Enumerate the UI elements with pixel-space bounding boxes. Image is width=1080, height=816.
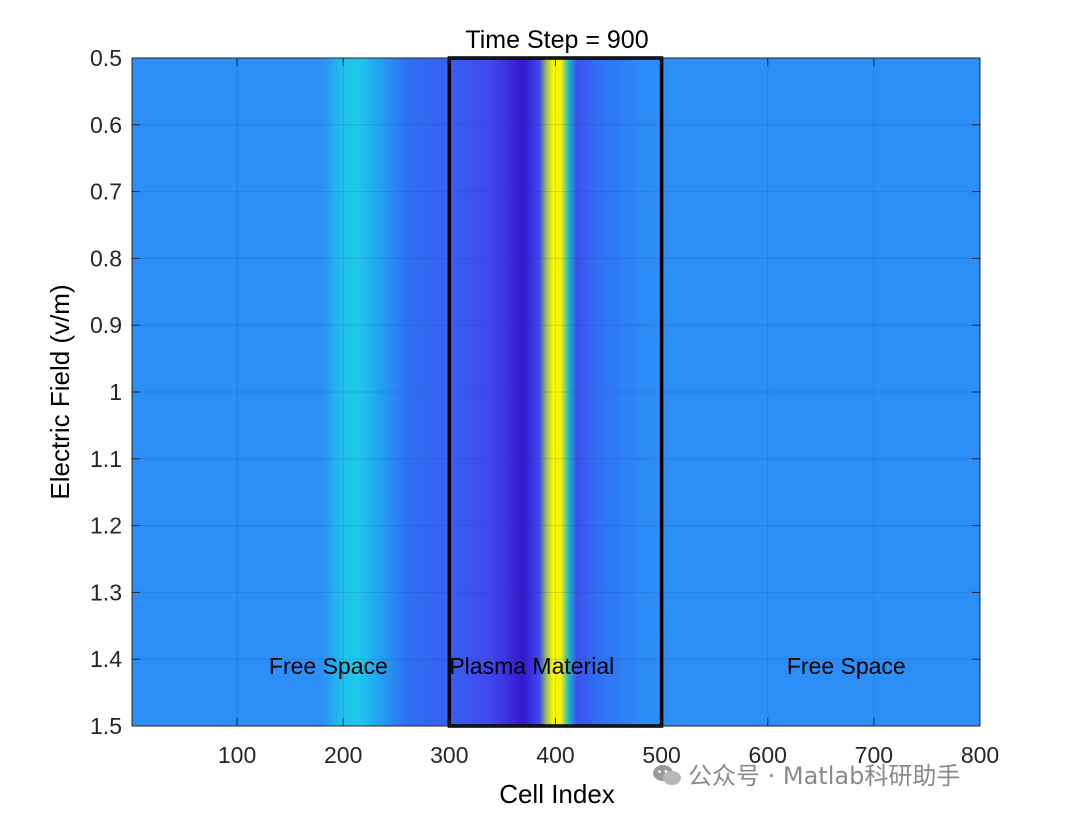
x-tick-label: 800	[961, 742, 999, 768]
x-tick-label: 500	[642, 742, 680, 768]
y-tick-label: 1.2	[90, 513, 122, 539]
watermark-text: 公众号 · Matlab科研助手	[688, 762, 961, 790]
x-tick-label: 400	[536, 742, 574, 768]
region-annotation: Free Space	[269, 653, 388, 679]
y-tick-label: 1.4	[90, 646, 122, 672]
x-tick-labels: 100 200 300 400 500 600 700 800	[218, 742, 999, 768]
y-tick-label: 1	[109, 379, 122, 405]
y-tick-label: 1.1	[90, 446, 122, 472]
y-tick-label: 0.6	[90, 112, 122, 138]
wechat-icon	[653, 765, 681, 785]
region-annotation: Plasma Material	[449, 653, 614, 679]
x-tick-label: 300	[430, 742, 468, 768]
x-tick-label: 100	[218, 742, 256, 768]
annotations: Free Space Plasma Material Free Space	[269, 653, 906, 679]
plot-area	[132, 58, 980, 726]
y-tick-labels: 0.5 0.6 0.7 0.8 0.9 1 1.1 1.2 1.3 1.4 1.5	[90, 45, 122, 739]
y-tick-label: 0.9	[90, 312, 122, 338]
chart-title: Time Step = 900	[465, 26, 648, 54]
y-tick-label: 1.5	[90, 713, 122, 739]
axes	[131, 57, 981, 727]
y-tick-label: 1.3	[90, 579, 122, 605]
y-axis-label: Electric Field (v/m)	[45, 284, 75, 499]
x-axis-label: Cell Index	[499, 779, 615, 809]
heatmap-image	[132, 58, 980, 726]
x-tick-label: 700	[855, 742, 893, 768]
y-tick-label: 0.8	[90, 245, 122, 271]
y-tick-label: 0.7	[90, 179, 122, 205]
region-annotation: Free Space	[787, 653, 906, 679]
x-tick-label: 200	[324, 742, 362, 768]
x-tick-label: 600	[749, 742, 787, 768]
y-tick-label: 0.5	[90, 45, 122, 71]
watermark: 公众号 · Matlab科研助手	[652, 756, 960, 791]
